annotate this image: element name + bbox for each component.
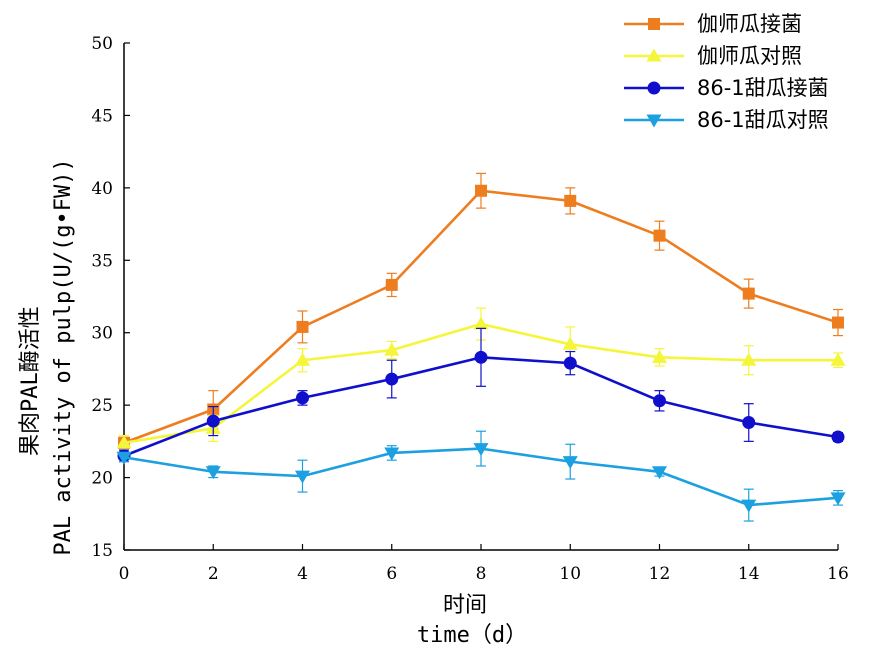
data-point-square	[564, 194, 577, 207]
data-point-square	[648, 18, 660, 30]
legend-item: 伽师瓜接菌	[624, 12, 802, 36]
data-point-triangle-down	[384, 447, 400, 461]
data-point-circle	[474, 350, 488, 364]
data-point-triangle-up	[384, 342, 400, 356]
y-tick-labels: 15 20 25 30 35 40 45 50	[91, 34, 113, 561]
y-tick-marks	[124, 42, 130, 551]
data-point-triangle-down	[473, 443, 489, 457]
data-point-triangle-down	[295, 470, 310, 484]
series-3	[117, 327, 845, 463]
y-tick-label: 50	[91, 34, 113, 54]
data-point-triangle-up	[830, 352, 846, 366]
legend-label: 86-1甜瓜对照	[697, 108, 829, 132]
data-point-triangle-down	[205, 466, 221, 480]
data-point-circle	[653, 394, 666, 408]
data-point-triangle-down	[562, 456, 578, 470]
data-point-triangle-down	[652, 466, 667, 480]
legend-item: 伽师瓜对照	[624, 44, 802, 68]
data-point-triangle-up	[562, 336, 578, 350]
data-point-triangle-up	[652, 349, 667, 363]
y-tick-label: 35	[91, 251, 113, 271]
y-tick-label: 25	[91, 396, 113, 416]
x-tick-marks	[123, 544, 839, 550]
data-point-circle	[563, 356, 577, 370]
legend-item: 86-1甜瓜接菌	[624, 76, 829, 100]
data-points	[117, 350, 845, 463]
data-point-square	[385, 278, 398, 291]
data-point-triangle-up	[295, 352, 310, 366]
data-point-circle	[647, 81, 661, 95]
data-point-triangle-down	[830, 492, 846, 506]
series-2	[116, 307, 846, 451]
x-tick-label: 2	[208, 564, 219, 584]
data-point-triangle-up	[646, 48, 662, 62]
legend-label: 伽师瓜对照	[697, 44, 802, 68]
legend-label: 伽师瓜接菌	[697, 12, 802, 36]
x-axis-title: 时间	[443, 593, 487, 618]
y-axis-title-group: 果肉PAL酶活性	[18, 306, 43, 456]
data-point-square	[296, 320, 309, 333]
data-point-triangle-up	[116, 435, 132, 449]
legend-label: 86-1甜瓜接菌	[697, 76, 829, 100]
y-tick-label: 40	[91, 179, 113, 199]
series-4	[116, 430, 846, 522]
series-layer	[116, 172, 846, 522]
x-axis: 0 2 4 6 8 10 12 14 16	[119, 544, 849, 584]
x-tick-label: 8	[476, 564, 487, 584]
data-point-circle	[296, 391, 309, 405]
data-point-circle	[742, 416, 756, 430]
x-tick-label: 4	[297, 564, 308, 584]
data-point-triangle-up	[473, 316, 489, 330]
data-points	[116, 316, 846, 449]
y-axis-title: 果肉PAL酶活性	[18, 306, 43, 456]
data-point-triangle-down	[116, 451, 132, 465]
data-point-square	[742, 287, 755, 300]
y-tick-label: 15	[91, 541, 113, 561]
y-tick-label: 30	[91, 324, 113, 344]
y-tick-label: 20	[91, 469, 113, 489]
x-tick-labels: 0 2 4 6 8 10 12 14 16	[119, 564, 849, 584]
x-tick-label: 14	[738, 564, 760, 584]
data-point-triangle-down	[741, 499, 757, 513]
x-tick-label: 10	[559, 564, 581, 584]
data-point-circle	[831, 430, 845, 444]
data-point-square	[832, 316, 844, 329]
y-axis-title-secondary-group: PAL activity of pulp(U/(g•FW))	[51, 158, 76, 555]
y-axis: 15 20 25 30 35 40 45 50	[91, 34, 130, 561]
x-axis-title-secondary: time（d）	[417, 623, 527, 648]
data-points	[116, 443, 846, 513]
data-point-circle	[385, 372, 399, 386]
data-point-square	[653, 229, 666, 242]
y-tick-label: 45	[91, 106, 113, 126]
legend-item: 86-1甜瓜对照	[624, 108, 829, 132]
data-point-circle	[206, 414, 220, 428]
data-point-square	[475, 184, 487, 197]
data-point-triangle-down	[646, 114, 662, 128]
x-tick-label: 0	[119, 564, 130, 584]
x-tick-label: 12	[649, 564, 671, 584]
x-tick-label: 6	[386, 564, 397, 584]
x-tick-label: 16	[827, 564, 849, 584]
data-point-triangle-up	[741, 352, 757, 366]
y-axis-title-secondary: PAL activity of pulp(U/(g•FW))	[51, 158, 76, 555]
